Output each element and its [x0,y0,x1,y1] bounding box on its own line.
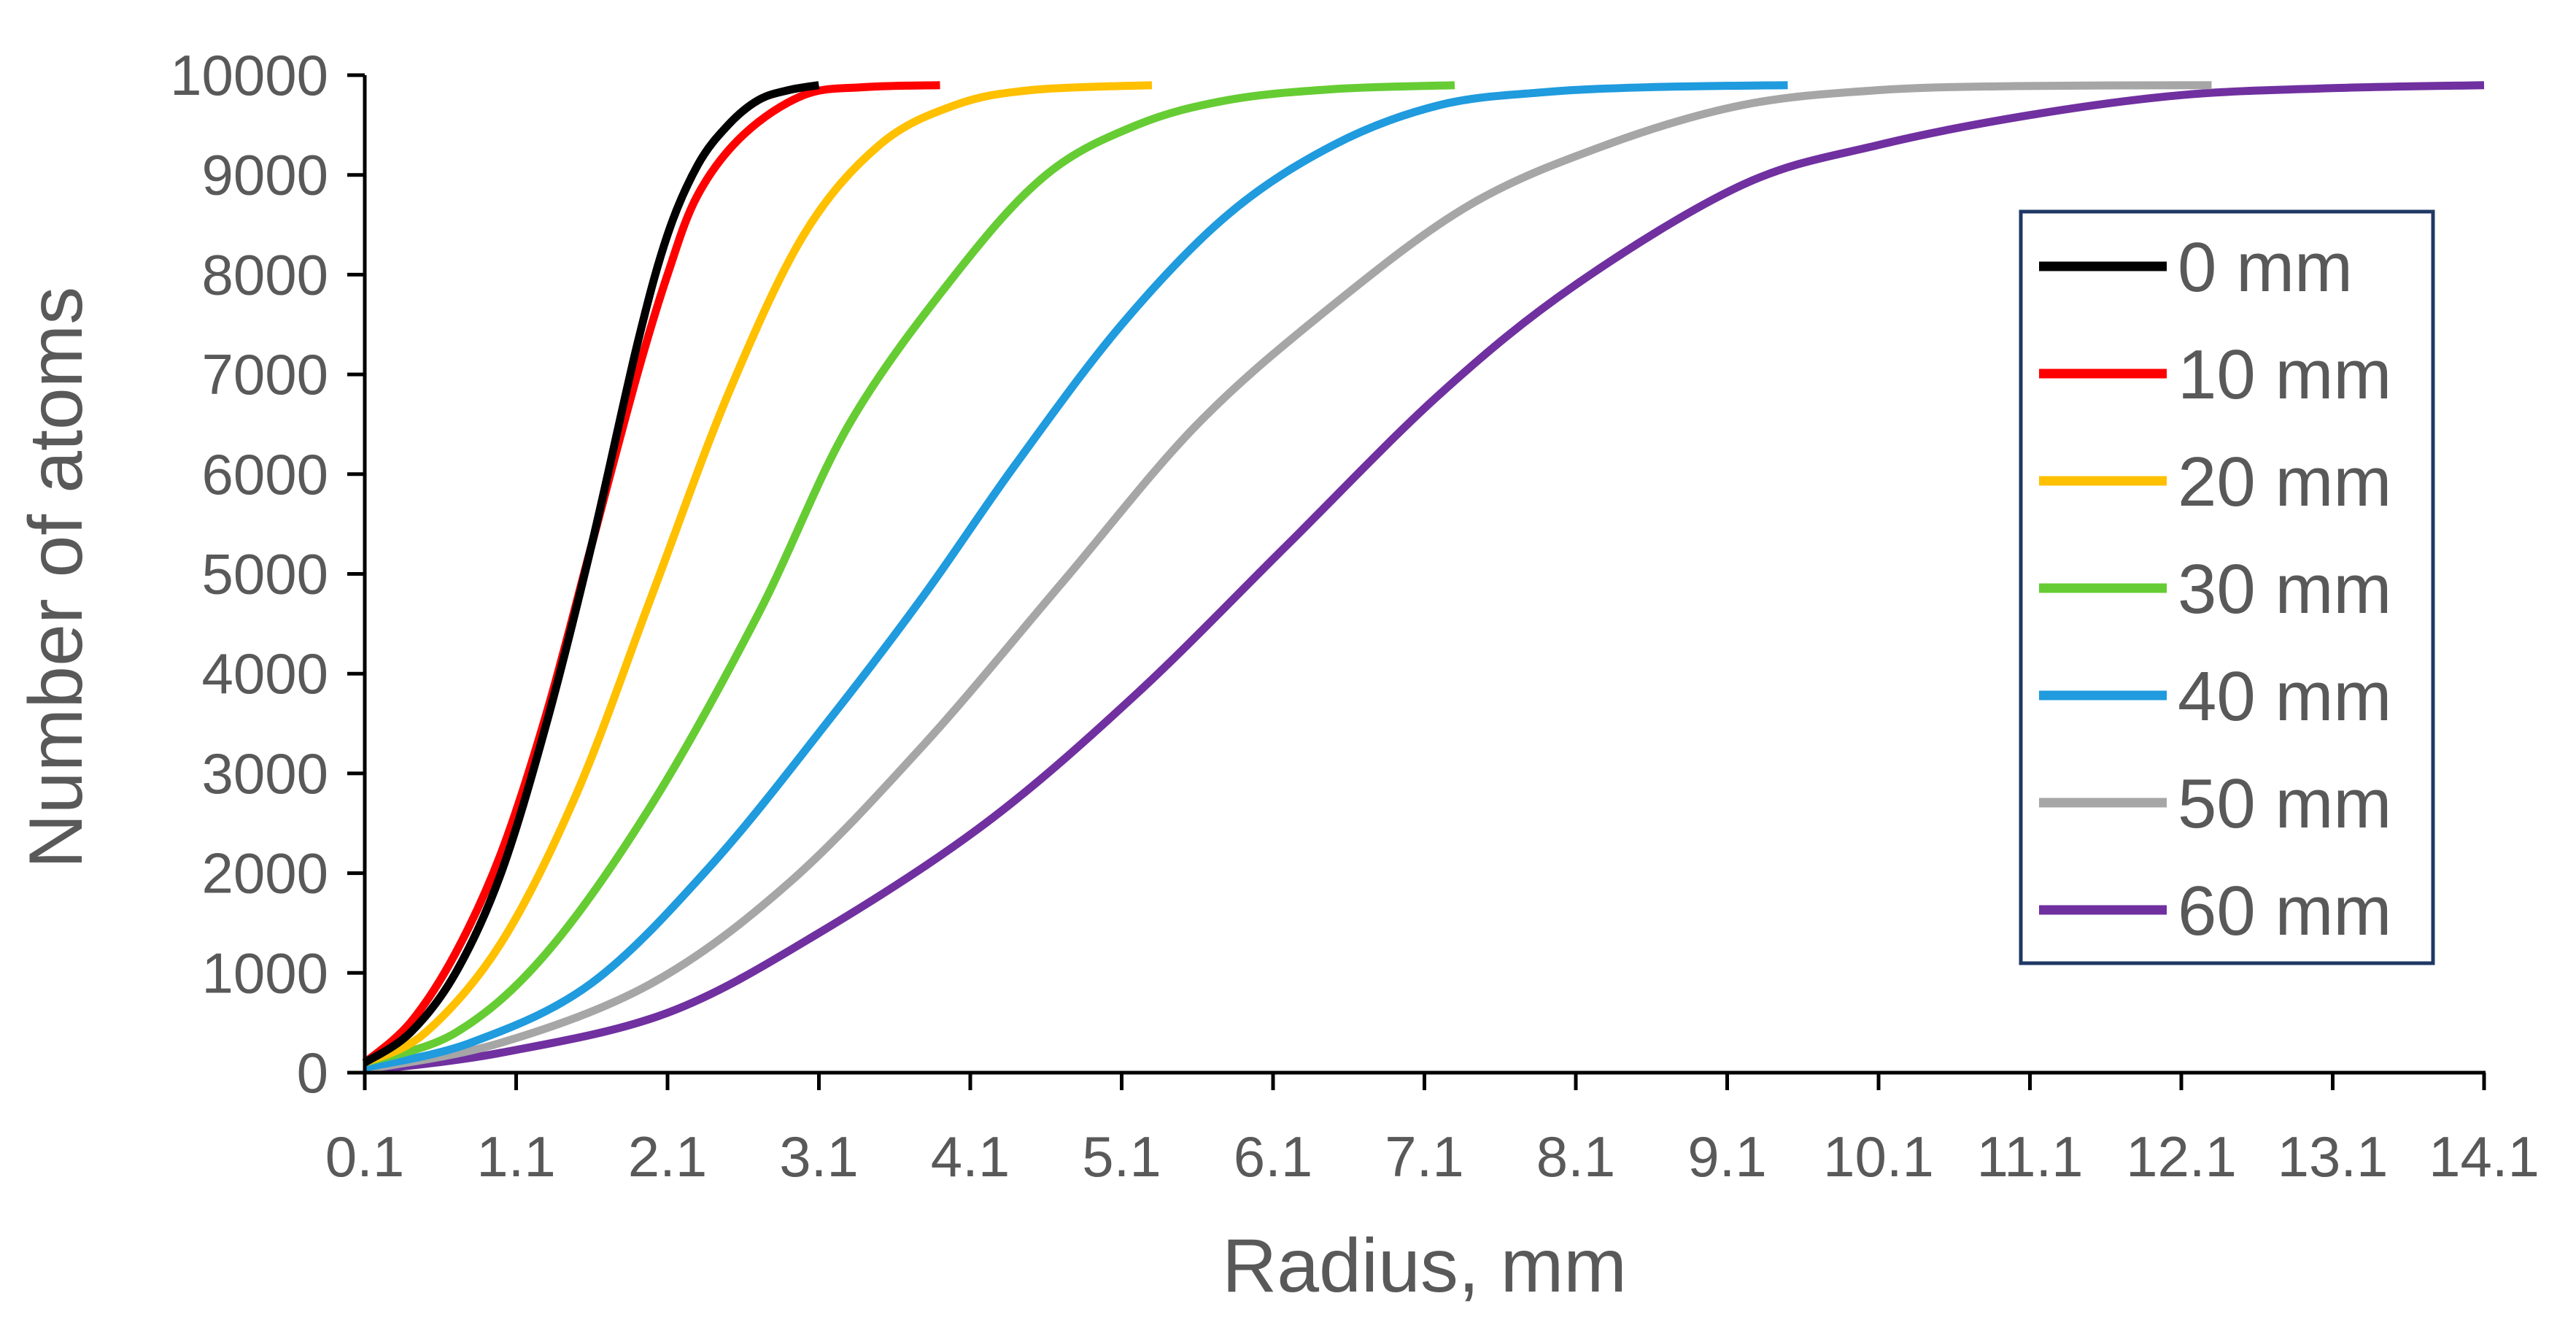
y-tick-label: 0 [297,1041,328,1105]
y-tick-label: 7000 [201,342,328,406]
x-tick-label: 13.1 [2278,1124,2389,1189]
y-axis-ticks: 0 1000 2000 3000 4000 5000 6000 7000 8000 9000 100… [170,43,365,1105]
y-tick-label: 5000 [201,542,328,606]
x-tick-label: 6.1 [1234,1124,1312,1189]
legend-label-20-mm: 20 mm [2178,443,2391,521]
x-tick-label: 8.1 [1536,1124,1615,1189]
y-axis-title: Number of atoms [14,287,98,869]
series-line-20-mm [363,81,1153,1067]
x-tick-label: 9.1 [1687,1124,1766,1189]
x-tick-label: 5.1 [1082,1124,1161,1189]
y-tick-label: 8000 [201,242,328,306]
x-tick-label: 10.1 [1823,1124,1934,1189]
series-line-30-mm [363,81,1455,1067]
series-layer [362,81,2485,1075]
series-line-60-mm [364,81,2485,1075]
y-tick-label: 9000 [201,143,328,207]
y-tick-label: 3000 [201,741,328,806]
series-line-40-mm [363,81,1788,1072]
x-tick-label: 1.1 [476,1124,555,1189]
x-axis-title: Radius, mm [1222,1224,1627,1308]
legend: 0 mm 10 mm 20 mm 30 mm 40 mm 50 mm 60 mm [2019,209,2435,965]
x-tick-label: 11.1 [1976,1124,2083,1189]
x-tick-label: 7.1 [1385,1124,1463,1189]
x-axis-ticks: 0.1 1.1 2.1 3.1 4.1 5.1 6.1 7.1 8.1 9.1 10.1 11.1 12… [325,1073,2540,1189]
x-tick-label: 3.1 [779,1124,858,1189]
x-tick-label: 0.1 [325,1124,404,1189]
legend-label-60-mm: 60 mm [2178,872,2391,950]
x-tick-label: 4.1 [931,1124,1010,1189]
y-tick-label: 10000 [170,43,328,107]
legend-label-50-mm: 50 mm [2178,765,2391,843]
series-line-0-mm [362,81,820,1066]
legend-label-40-mm: 40 mm [2178,657,2391,736]
legend-label-30-mm: 30 mm [2178,550,2391,628]
series-line-50-mm [363,81,2212,1074]
y-tick-label: 4000 [201,641,328,706]
y-tick-label: 2000 [201,841,328,906]
y-tick-label: 6000 [201,442,328,506]
x-tick-label: 14.1 [2429,1124,2540,1189]
x-tick-label: 2.1 [628,1124,707,1189]
legend-label-10-mm: 10 mm [2178,336,2391,414]
x-tick-label: 12.1 [2126,1124,2237,1189]
legend-label-0-mm: 0 mm [2178,228,2353,306]
y-tick-label: 1000 [201,941,328,1005]
